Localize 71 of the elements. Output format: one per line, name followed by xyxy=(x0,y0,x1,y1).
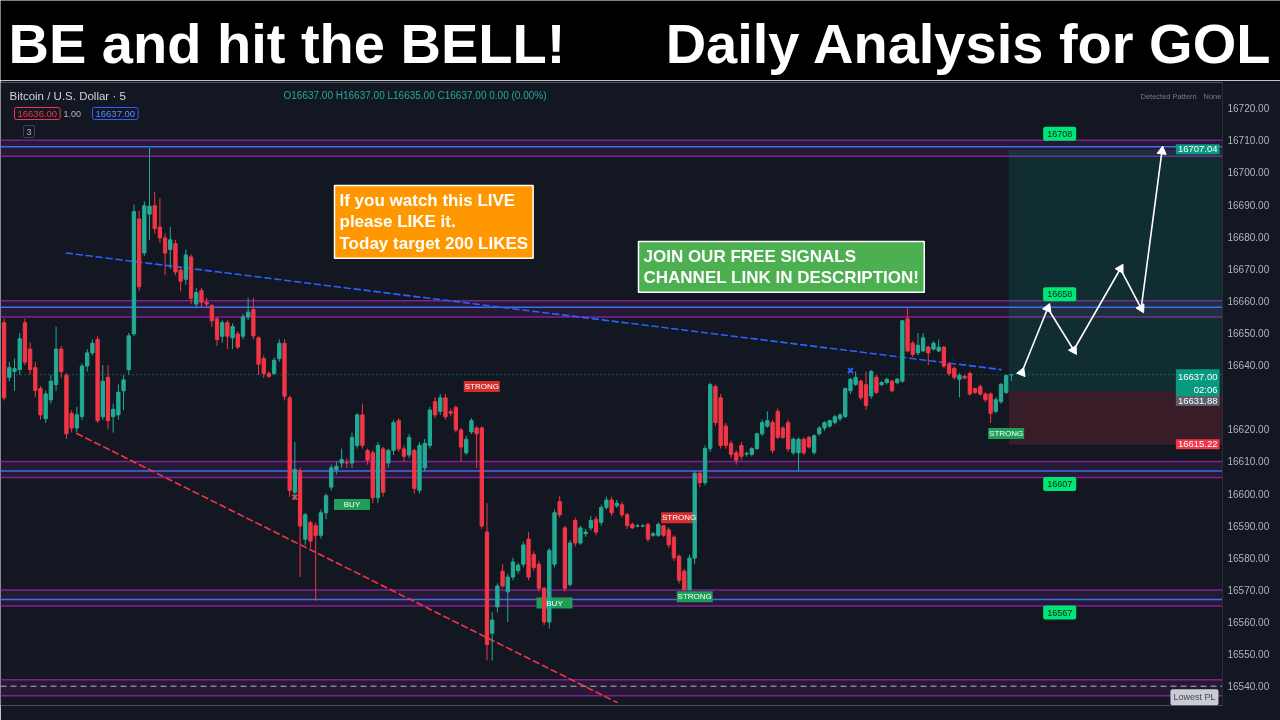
annotation: JOIN OUR FREE SIGNALS CHANNEL LINK IN DESCRIPTION! xyxy=(643,246,919,288)
y-tick-label: 16670.00 xyxy=(1227,263,1270,275)
y-tick-label: 16540.00 xyxy=(1227,681,1270,693)
y-tick-label: 16640.00 xyxy=(1227,360,1270,372)
ref-line-label: Lowest PL xyxy=(1173,692,1216,703)
ref-line-label: 16708 xyxy=(1047,128,1073,139)
y-tick-label: 16580.00 xyxy=(1227,552,1270,564)
y-tick-label: 16590.00 xyxy=(1227,520,1270,532)
y-tick-label: 16710.00 xyxy=(1227,135,1270,147)
y-tick-label: 16650.00 xyxy=(1227,327,1270,339)
point xyxy=(1114,263,1124,274)
y-tick-label: 16620.00 xyxy=(1227,424,1270,436)
candlestick xyxy=(230,322,235,350)
y-tick-label: 16690.00 xyxy=(1227,199,1270,211)
band-label: 16615.22 xyxy=(1177,438,1218,450)
candlestick xyxy=(500,563,505,589)
candlestick xyxy=(225,319,230,350)
annotation: 16631.88 xyxy=(1177,395,1218,407)
y-tick-label: 16660.00 xyxy=(1227,295,1270,307)
point xyxy=(1042,302,1052,313)
y-tick-label: 16550.00 xyxy=(1227,649,1270,661)
point xyxy=(1135,303,1145,314)
candlestick xyxy=(874,374,879,395)
annotation: If you watch this LIVE please LIKE it. Today target 200 LIKES xyxy=(339,190,529,254)
candlestick xyxy=(609,496,614,517)
ref-line-label: 16567 xyxy=(1047,607,1073,618)
ref-line-label: 16637.00 02:06 xyxy=(1177,371,1218,395)
y-tick-label: 16610.00 xyxy=(1227,456,1270,468)
candlestick xyxy=(863,371,869,411)
candlestick xyxy=(521,541,526,568)
ref-line-label: 16607 xyxy=(1047,479,1073,490)
candlestick xyxy=(194,287,199,308)
y-tick-label: 16560.00 xyxy=(1227,617,1270,629)
y-tick-label: 16600.00 xyxy=(1227,488,1270,500)
annotation: 16636.00 xyxy=(17,107,58,119)
y-tick-label: 16700.00 xyxy=(1227,167,1270,179)
candlestick xyxy=(438,393,443,416)
candlestick xyxy=(593,515,599,536)
y-tick-label: 16720.00 xyxy=(1227,103,1270,115)
candlestick xyxy=(121,374,126,411)
annotation: 3 xyxy=(26,126,32,137)
y-tick-label: 16570.00 xyxy=(1227,584,1270,596)
candlestick xyxy=(957,372,962,398)
point xyxy=(1016,367,1026,378)
candlestick xyxy=(557,495,562,519)
candlestick xyxy=(490,611,495,662)
chart-subtitle: Daily Analysis for GOL xyxy=(665,12,1271,75)
annotation: 16637.00 xyxy=(95,107,136,119)
candlestick xyxy=(59,345,64,379)
candlestick xyxy=(406,433,412,459)
ref-line-label: 16658 xyxy=(1047,289,1073,300)
candlestick xyxy=(495,582,500,613)
point xyxy=(1068,344,1077,355)
annotation: 1.00 xyxy=(63,108,82,119)
candlestick xyxy=(339,448,344,469)
candlestick xyxy=(573,517,578,548)
point xyxy=(1156,145,1167,155)
candlestick xyxy=(240,313,246,340)
candlestick xyxy=(277,338,282,363)
candlestick xyxy=(220,319,225,344)
candlestick xyxy=(811,433,817,456)
candlestick xyxy=(645,521,651,543)
candlestick xyxy=(464,435,469,456)
annotation: O16637.00 H16637.00 L16635.00 C16637.00 0.00 (0.00%) xyxy=(283,90,547,101)
band-label: 16707.04 xyxy=(1177,143,1218,155)
candlestick xyxy=(432,396,438,419)
candlestick xyxy=(168,226,173,270)
annotation: Bitcoin / U.S. Dollar · 5 xyxy=(9,89,126,102)
candlestick xyxy=(915,332,921,356)
y-tick-label: 16680.00 xyxy=(1227,231,1270,243)
chart-title: BE and hit the BELL! xyxy=(8,12,566,75)
